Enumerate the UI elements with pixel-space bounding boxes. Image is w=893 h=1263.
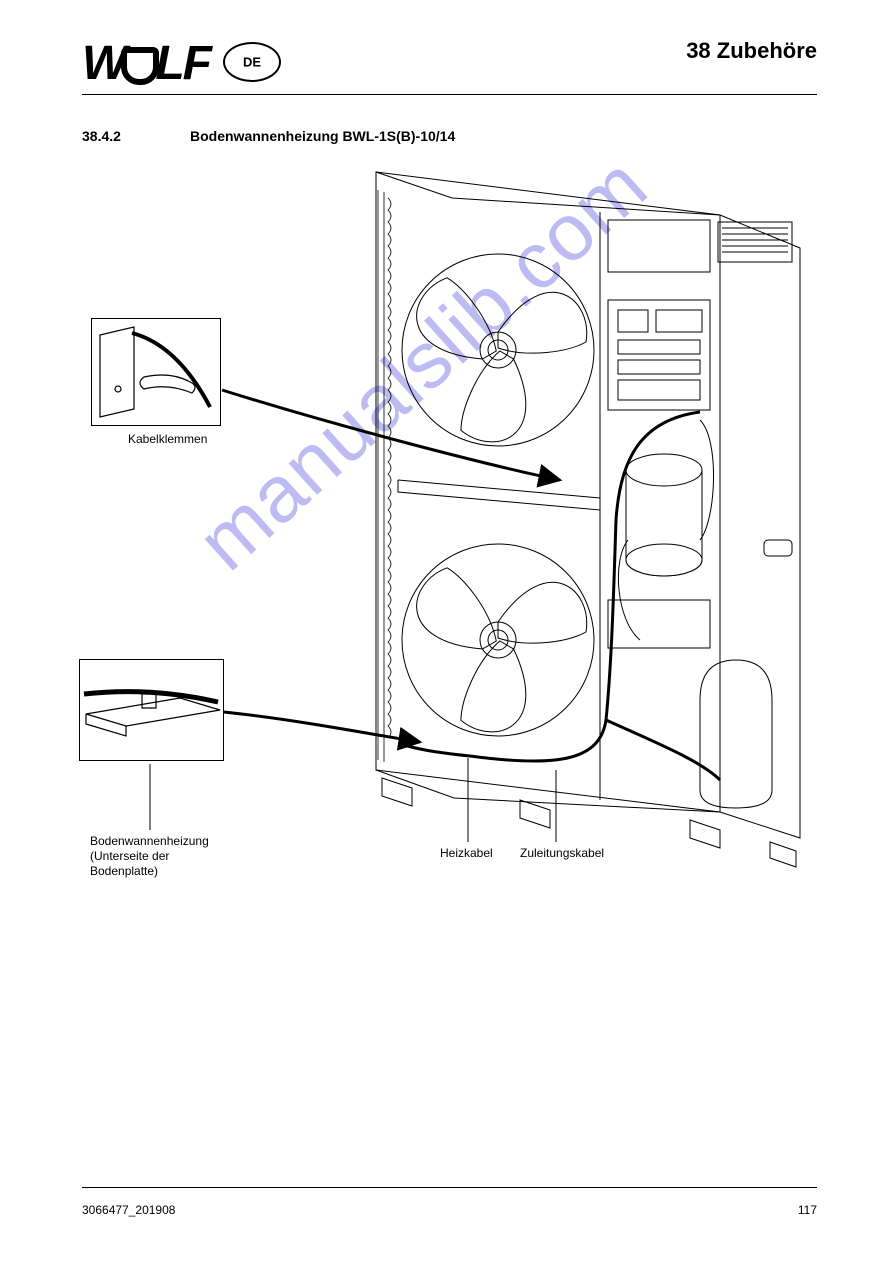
label-heater-cable: Heizkabel [440,846,493,861]
detail-inset-panheater [79,659,224,761]
panheater-icon [80,660,225,762]
detail-inset-clip [91,318,221,426]
footer-pagenum: 117 [798,1203,817,1217]
label-pan-heater: Bodenwannenheizung (Unterseite der Boden… [90,834,209,879]
page: WLF DE 38 Zubehöre 38.4.2 Bodenwannenhei… [0,0,893,1263]
footer-docid: 3066477_201908 [82,1203,175,1217]
clip-icon [92,319,222,427]
label-lead-cable: Zuleitungskabel [520,846,604,861]
label-cable-clips: Kabelklemmen [128,432,207,447]
main-illustration [0,0,893,1263]
footer-rule [82,1187,817,1188]
